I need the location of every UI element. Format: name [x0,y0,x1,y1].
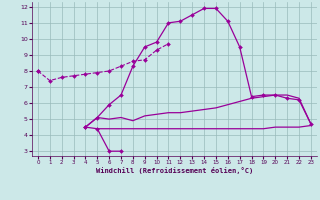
X-axis label: Windchill (Refroidissement éolien,°C): Windchill (Refroidissement éolien,°C) [96,167,253,174]
